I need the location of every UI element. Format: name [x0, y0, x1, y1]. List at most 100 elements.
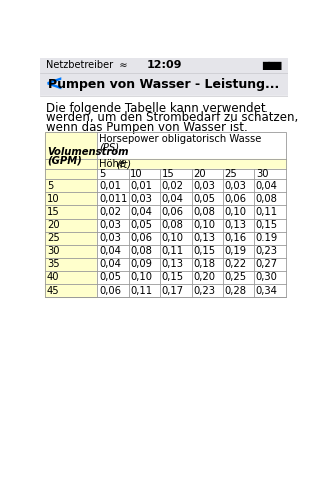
Bar — [45, 284, 97, 297]
Bar — [97, 284, 286, 297]
Text: 0,19: 0,19 — [224, 246, 247, 256]
Text: 20: 20 — [47, 220, 60, 230]
Text: 0.19: 0.19 — [256, 233, 278, 243]
Text: 0,20: 0,20 — [193, 273, 215, 282]
Bar — [45, 132, 97, 179]
Bar — [40, 96, 288, 427]
Text: 0,10: 0,10 — [130, 273, 152, 282]
Text: Höhe: Höhe — [99, 159, 128, 169]
Text: 0,10: 0,10 — [193, 220, 215, 230]
Bar — [97, 192, 286, 205]
Text: 35: 35 — [47, 259, 60, 269]
Text: 0,06: 0,06 — [224, 194, 246, 204]
Text: 0,011: 0,011 — [99, 194, 127, 204]
Text: ███: ███ — [262, 61, 282, 70]
Text: 0,10: 0,10 — [224, 207, 246, 217]
Bar — [40, 58, 288, 73]
Text: 10: 10 — [47, 194, 60, 204]
Text: 0,03: 0,03 — [224, 181, 246, 191]
Text: Netzbetreiber  ≈: Netzbetreiber ≈ — [46, 60, 128, 70]
Bar — [45, 132, 286, 297]
Text: 30: 30 — [256, 169, 268, 179]
Text: 0,18: 0,18 — [193, 259, 215, 269]
Text: Pumpen von Wasser - Leistung...: Pumpen von Wasser - Leistung... — [48, 78, 280, 91]
Text: (PS): (PS) — [99, 142, 119, 152]
Text: 30: 30 — [47, 246, 60, 256]
Text: 0,22: 0,22 — [224, 259, 247, 269]
Text: 12:09: 12:09 — [146, 60, 182, 70]
Bar — [97, 232, 286, 245]
Text: 0,05: 0,05 — [130, 220, 152, 230]
Text: 0,04: 0,04 — [130, 207, 152, 217]
Text: Horsepower obligatorisch Wasse: Horsepower obligatorisch Wasse — [99, 134, 261, 144]
Text: 25: 25 — [224, 169, 237, 179]
Text: 0,04: 0,04 — [162, 194, 184, 204]
Text: 0,30: 0,30 — [256, 273, 278, 282]
Text: werden, um den Strombedarf zu schätzen,: werden, um den Strombedarf zu schätzen, — [46, 111, 299, 124]
Text: 0,04: 0,04 — [99, 259, 121, 269]
Text: 0,06: 0,06 — [130, 233, 152, 243]
Text: 0,25: 0,25 — [224, 273, 247, 282]
Text: 0,08: 0,08 — [256, 194, 278, 204]
Text: 0,11: 0,11 — [162, 246, 184, 256]
Text: 0,04: 0,04 — [99, 246, 121, 256]
Text: 0,06: 0,06 — [99, 286, 121, 296]
Text: 0,08: 0,08 — [193, 207, 215, 217]
Text: 0,03: 0,03 — [99, 233, 121, 243]
Text: 0,05: 0,05 — [193, 194, 215, 204]
Bar — [97, 205, 286, 218]
Bar — [45, 192, 97, 205]
Text: 0,23: 0,23 — [256, 246, 278, 256]
Text: 0,05: 0,05 — [99, 273, 121, 282]
Text: 0,34: 0,34 — [256, 286, 278, 296]
Bar — [97, 245, 286, 258]
Text: 0,11: 0,11 — [130, 286, 152, 296]
Text: 0,04: 0,04 — [256, 181, 278, 191]
Text: 0,01: 0,01 — [99, 181, 121, 191]
Text: 0,01: 0,01 — [130, 181, 152, 191]
Text: 0,13: 0,13 — [162, 259, 184, 269]
Text: 20: 20 — [193, 169, 206, 179]
Bar — [45, 232, 97, 245]
Bar — [97, 258, 286, 271]
Text: (ft): (ft) — [116, 159, 131, 169]
Text: 45: 45 — [47, 286, 60, 296]
Bar — [97, 271, 286, 284]
Text: 0,08: 0,08 — [162, 220, 184, 230]
Text: 0,02: 0,02 — [99, 207, 121, 217]
Text: (GPM): (GPM) — [47, 155, 82, 165]
Bar — [45, 245, 97, 258]
Text: 0,13: 0,13 — [224, 220, 246, 230]
Text: Volumenstrom: Volumenstrom — [47, 147, 128, 157]
Text: 0,15: 0,15 — [162, 273, 184, 282]
Bar — [40, 73, 288, 96]
Bar — [45, 205, 97, 218]
Text: 10: 10 — [130, 169, 143, 179]
Text: wenn das Pumpen von Wasser ist.: wenn das Pumpen von Wasser ist. — [46, 121, 248, 134]
Bar — [97, 218, 286, 232]
Text: 0,03: 0,03 — [193, 181, 215, 191]
Text: 0,17: 0,17 — [162, 286, 184, 296]
Text: 0,06: 0,06 — [162, 207, 184, 217]
Text: 0,15: 0,15 — [256, 220, 278, 230]
Text: 0,23: 0,23 — [193, 286, 215, 296]
Bar — [97, 179, 286, 192]
Text: 0,10: 0,10 — [162, 233, 184, 243]
Bar — [45, 271, 97, 284]
Text: 0,27: 0,27 — [256, 259, 278, 269]
Bar — [45, 218, 97, 232]
Bar — [97, 132, 286, 159]
Text: 0,16: 0,16 — [224, 233, 247, 243]
Text: 15: 15 — [47, 207, 60, 217]
Text: 5: 5 — [47, 181, 53, 191]
Bar — [97, 169, 286, 179]
Text: 0,03: 0,03 — [130, 194, 152, 204]
Text: Die folgende Tabelle kann verwendet: Die folgende Tabelle kann verwendet — [46, 102, 266, 115]
Text: 0,09: 0,09 — [130, 259, 152, 269]
Text: 0,03: 0,03 — [99, 220, 121, 230]
Bar — [45, 258, 97, 271]
Text: 0,08: 0,08 — [130, 246, 152, 256]
Bar — [97, 159, 286, 169]
Text: <: < — [45, 74, 63, 95]
Text: 15: 15 — [162, 169, 174, 179]
